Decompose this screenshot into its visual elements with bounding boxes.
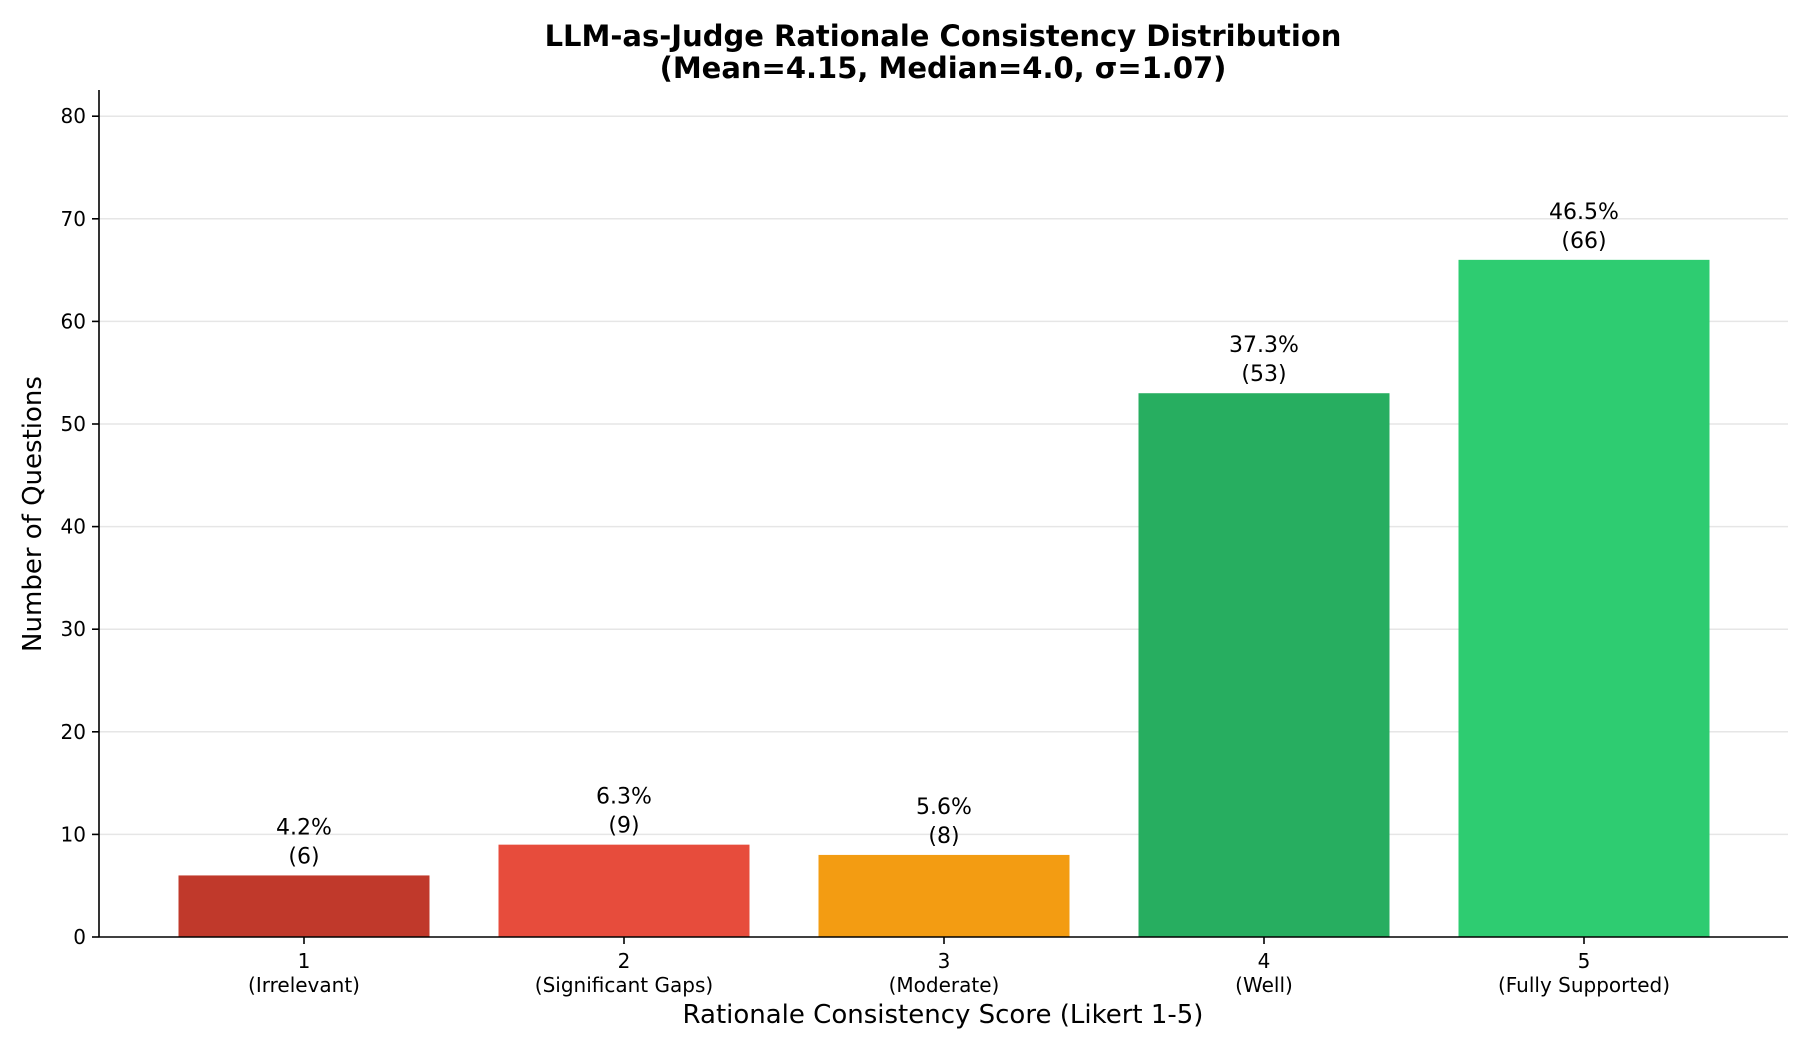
bar-score-2 [498, 844, 750, 937]
data-labels: 4.2% (6) 6.3% (9) 5.6% (8) 37.3% (53) 46.5% (66) [276, 200, 1619, 870]
bar-score-5 [1458, 259, 1710, 938]
bar-score-1 [178, 875, 430, 937]
bar-percent-label: 5.6% [916, 795, 972, 820]
y-tick-label: 30 [61, 617, 86, 641]
y-tick-label: 70 [61, 207, 86, 231]
x-category-description: (Irrelevant) [248, 973, 360, 997]
y-tick-label: 40 [61, 515, 86, 539]
bar-percent-label: 46.5% [1549, 200, 1619, 225]
y-tick-label: 60 [61, 309, 86, 333]
bar-count-label: (8) [928, 824, 959, 849]
bar-percent-label: 6.3% [596, 785, 652, 810]
y-tick-label: 0 [73, 925, 86, 949]
y-tick-label: 10 [61, 822, 86, 846]
axes: 0 10 20 30 40 50 60 70 80 1(Irrelevant) 2(Signific… [61, 90, 1788, 997]
gridlines [99, 115, 1788, 836]
x-tick-label: 2 [618, 949, 631, 973]
x-category-description: (Well) [1235, 973, 1293, 997]
bar-count-label: (9) [608, 814, 639, 839]
bar-count-label: (66) [1561, 229, 1606, 254]
x-category-description: (Moderate) [889, 973, 1000, 997]
bar-score-4 [1138, 393, 1390, 938]
bar-count-label: (53) [1241, 362, 1286, 387]
chart-title: LLM-as-Judge Rationale Consistency Distr… [545, 19, 1342, 53]
x-axis-label: Rationale Consistency Score (Likert 1-5) [683, 1000, 1204, 1030]
y-tick-label: 50 [61, 412, 86, 436]
bar-percent-label: 4.2% [276, 815, 332, 840]
y-axis-label: Number of Questions [18, 376, 48, 652]
bars [178, 259, 1710, 938]
x-category-description: (Significant Gaps) [535, 973, 713, 997]
x-tick-label: 5 [1578, 949, 1591, 973]
bar-percent-label: 37.3% [1229, 333, 1299, 358]
bar-score-3 [818, 854, 1070, 937]
x-category-description: (Fully Supported) [1498, 973, 1670, 997]
bar-count-label: (6) [288, 844, 319, 869]
x-tick-label: 1 [298, 949, 311, 973]
y-tick-label: 80 [61, 104, 86, 128]
chart-subtitle: (Mean=4.15, Median=4.0, σ=1.07) [660, 51, 1227, 85]
x-tick-label: 4 [1258, 949, 1271, 973]
x-tick-label: 3 [938, 949, 951, 973]
y-tick-label: 20 [61, 720, 86, 744]
